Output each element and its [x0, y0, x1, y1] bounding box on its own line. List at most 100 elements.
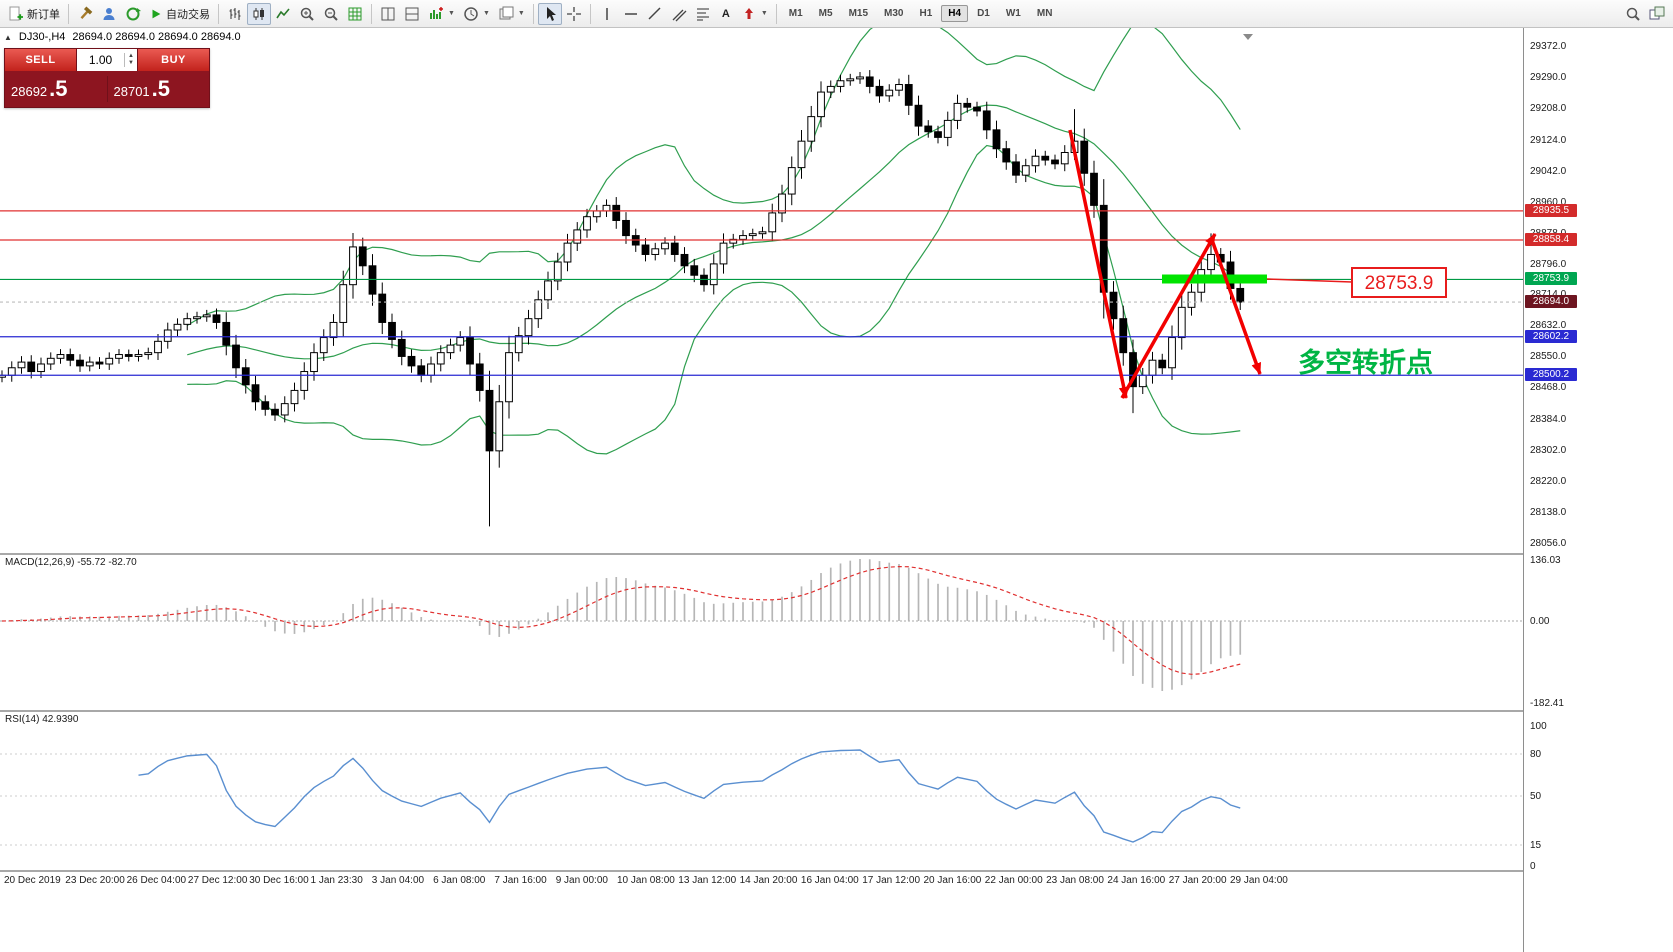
- arrow-shape-icon: [744, 7, 753, 19]
- lot-size-value[interactable]: 1.00: [88, 53, 113, 67]
- grid-toggle-button[interactable]: [343, 3, 367, 25]
- arrows-tool-button[interactable]: ▼: [737, 3, 772, 25]
- lot-increase-button[interactable]: ▲: [128, 53, 134, 59]
- line-chart-button[interactable]: [271, 3, 295, 25]
- price-axis-label: 28384.0: [1530, 414, 1567, 426]
- time-axis-label: 24 Jan 16:00: [1107, 875, 1166, 886]
- timeframe-w1[interactable]: W1: [1005, 8, 1021, 19]
- candle-body: [427, 363, 435, 376]
- candle-body: [124, 354, 133, 357]
- rsi-axis-label: 80: [1530, 749, 1542, 760]
- time-axis-label: 9 Jan 00:00: [555, 875, 608, 886]
- bollinger-band: [187, 104, 1241, 360]
- timeframe-h1[interactable]: H1: [919, 8, 933, 19]
- tile-windows-button[interactable]: [376, 3, 400, 25]
- profile-icon: [103, 7, 115, 20]
- autotrade-label: 自动交易: [166, 8, 210, 21]
- price-tag-28694.0: 28694.0: [1525, 295, 1577, 309]
- candle-body: [173, 323, 182, 331]
- community-button[interactable]: [121, 3, 145, 25]
- candle-body: [904, 84, 913, 106]
- ohlc-expander[interactable]: ▲: [4, 32, 12, 42]
- candle-body: [690, 265, 699, 276]
- candle-body: [1187, 291, 1196, 308]
- timeframe-m5[interactable]: M5: [818, 8, 833, 19]
- price-axis-label: 29042.0: [1530, 165, 1567, 177]
- candle-body: [1168, 337, 1176, 369]
- panel-separator[interactable]: [0, 553, 1673, 555]
- macd-panel[interactable]: MACD(12,26,9) -55.72 -82.70: [0, 555, 1523, 710]
- price-axis-label: 29290.0: [1530, 71, 1567, 83]
- candle-body: [183, 318, 192, 325]
- search-button[interactable]: [1621, 3, 1645, 25]
- candle-body: [241, 367, 250, 386]
- price-axis-label: 28302.0: [1530, 445, 1567, 457]
- text-tool-button[interactable]: A: [715, 3, 737, 25]
- chart-shift-marker[interactable]: [1243, 34, 1253, 40]
- tools-button[interactable]: [73, 3, 97, 25]
- bar-chart-icon: [229, 7, 241, 20]
- cascade-windows-icon: [405, 7, 419, 20]
- candle-body: [1109, 291, 1118, 320]
- price-tag-28602.2: 28602.2: [1525, 329, 1577, 343]
- candle-body: [7, 367, 16, 376]
- time-axis-label: 23 Jan 08:00: [1046, 875, 1104, 886]
- timeframe-m1[interactable]: M1: [788, 8, 803, 19]
- accounts-button[interactable]: [97, 3, 121, 25]
- autotrade-button[interactable]: 自动交易: [145, 3, 214, 25]
- buy-button[interactable]: BUY: [138, 49, 209, 71]
- cascade-windows-button[interactable]: [400, 3, 424, 25]
- timeframe-d1[interactable]: D1: [977, 8, 990, 19]
- templates-button[interactable]: ▼: [494, 3, 529, 25]
- lot-decrease-button[interactable]: ▼: [128, 60, 134, 66]
- price-axis-label: 29372.0: [1530, 41, 1567, 52]
- price-tag-28858.4: 28858.4: [1525, 232, 1577, 246]
- time-axis[interactable]: 20 Dec 2019 23 Dec 20:00 26 Dec 04:00 27 De…: [0, 872, 1523, 890]
- crosshair-tool-button[interactable]: [562, 3, 586, 25]
- channel-tool-button[interactable]: [667, 3, 691, 25]
- main-toolbar: 新订单 自动交易 ▼ ▼: [0, 0, 1673, 28]
- candle-body: [495, 401, 504, 452]
- zoom-in-button[interactable]: [295, 3, 319, 25]
- panel-separator[interactable]: [0, 710, 1673, 712]
- timeframe-h4[interactable]: H4: [941, 5, 969, 22]
- new-order-button[interactable]: 新订单: [4, 3, 64, 25]
- price-axis-column[interactable]: 29372.0 29290.0 29208.0 29124.0 29042.0 28960…: [1523, 28, 1673, 952]
- candle-body: [76, 359, 84, 367]
- candle-body: [524, 318, 533, 337]
- rsi-axis-label: 15: [1530, 840, 1542, 851]
- price-axis-label: 29208.0: [1530, 102, 1567, 114]
- lot-size-field[interactable]: 1.00 ▲ ▼: [76, 49, 138, 71]
- trendline-tool-button[interactable]: [643, 3, 667, 25]
- macd-label: MACD(12,26,9) -55.72 -82.70: [5, 557, 137, 568]
- main-chart-panel[interactable]: 28753.9 多空转折点 ▲ DJ30-,H4 28694.0 28694.0…: [0, 28, 1523, 553]
- timeframe-m15[interactable]: M15: [848, 8, 869, 19]
- buy-price-frac: .5: [151, 76, 171, 101]
- timeframe-mn[interactable]: MN: [1036, 8, 1053, 19]
- sell-button[interactable]: SELL: [5, 49, 76, 71]
- time-axis-label: 17 Jan 12:00: [862, 875, 921, 886]
- vertical-line-tool-button[interactable]: [595, 3, 619, 25]
- candle-body: [85, 361, 94, 367]
- candle-body: [1119, 318, 1128, 354]
- time-axis-label: 10 Jan 08:00: [617, 875, 675, 886]
- candlestick-chart-button[interactable]: [247, 2, 271, 25]
- bar-chart-button[interactable]: [223, 3, 247, 25]
- rsi-panel[interactable]: RSI(14) 42.9390: [0, 712, 1523, 870]
- layout-button[interactable]: [1645, 3, 1669, 25]
- price-tag-28500.2: 28500.2: [1525, 368, 1577, 382]
- candle-body: [846, 78, 855, 82]
- timeframe-m30[interactable]: M30: [884, 8, 904, 19]
- indicators-button[interactable]: ▼: [424, 3, 459, 25]
- horizontal-line-tool-button[interactable]: [619, 3, 643, 25]
- periods-button[interactable]: ▼: [459, 3, 494, 25]
- cursor-tool-button[interactable]: [537, 2, 562, 25]
- candle-body: [1080, 140, 1089, 174]
- candle-body: [505, 352, 513, 403]
- time-axis-label: 30 Dec 16:00: [249, 875, 309, 886]
- candle-body: [797, 140, 806, 169]
- fibonacci-tool-button[interactable]: [691, 3, 715, 25]
- quote-block: ▲ DJ30-,H4 28694.0 28694.0 28694.0 28694…: [4, 31, 241, 108]
- candle-body: [622, 219, 630, 237]
- zoom-out-button[interactable]: [319, 3, 343, 25]
